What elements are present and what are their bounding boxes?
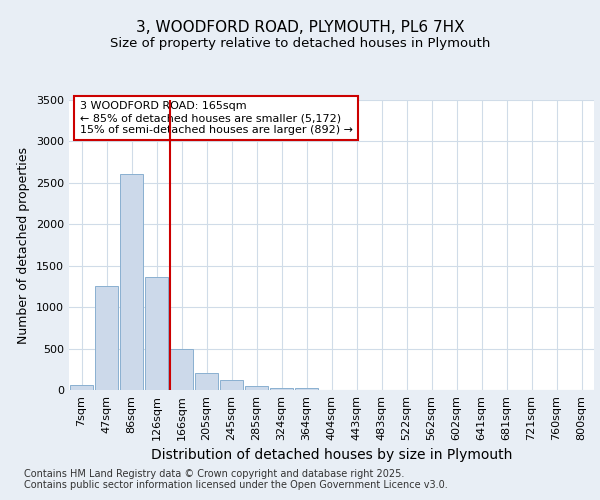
Bar [295, 388, 318, 390]
Y-axis label: Number of detached properties: Number of detached properties [17, 146, 31, 344]
Bar [220, 380, 243, 390]
X-axis label: Distribution of detached houses by size in Plymouth: Distribution of detached houses by size … [151, 448, 512, 462]
Bar [170, 348, 193, 390]
Text: Size of property relative to detached houses in Plymouth: Size of property relative to detached ho… [110, 37, 490, 50]
Bar [95, 286, 118, 390]
Bar [145, 278, 168, 390]
Bar [270, 388, 293, 390]
Bar [70, 386, 93, 390]
Bar [195, 373, 218, 390]
Text: Contains HM Land Registry data © Crown copyright and database right 2025.: Contains HM Land Registry data © Crown c… [24, 469, 404, 479]
Text: 3 WOODFORD ROAD: 165sqm
← 85% of detached houses are smaller (5,172)
15% of semi: 3 WOODFORD ROAD: 165sqm ← 85% of detache… [79, 102, 353, 134]
Text: Contains public sector information licensed under the Open Government Licence v3: Contains public sector information licen… [24, 480, 448, 490]
Bar [120, 174, 143, 390]
Text: 3, WOODFORD ROAD, PLYMOUTH, PL6 7HX: 3, WOODFORD ROAD, PLYMOUTH, PL6 7HX [136, 20, 464, 35]
Bar [245, 386, 268, 390]
